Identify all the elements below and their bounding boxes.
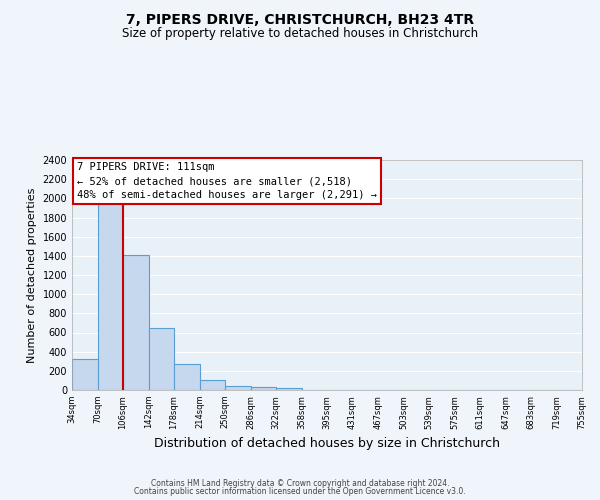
Bar xyxy=(174,364,199,390)
X-axis label: Distribution of detached houses by size in Christchurch: Distribution of detached houses by size … xyxy=(154,437,500,450)
Text: Contains HM Land Registry data © Crown copyright and database right 2024.: Contains HM Land Registry data © Crown c… xyxy=(151,478,449,488)
Text: Size of property relative to detached houses in Christchurch: Size of property relative to detached ho… xyxy=(122,28,478,40)
Bar xyxy=(97,200,123,390)
Text: 7 PIPERS DRIVE: 111sqm
← 52% of detached houses are smaller (2,518)
48% of semi-: 7 PIPERS DRIVE: 111sqm ← 52% of detached… xyxy=(77,162,377,200)
Bar xyxy=(251,387,276,390)
Text: Contains public sector information licensed under the Open Government Licence v3: Contains public sector information licen… xyxy=(134,487,466,496)
Bar xyxy=(123,255,149,390)
Bar xyxy=(149,328,174,390)
Y-axis label: Number of detached properties: Number of detached properties xyxy=(27,188,37,362)
Bar xyxy=(276,388,302,390)
Bar xyxy=(225,386,251,390)
Text: 7, PIPERS DRIVE, CHRISTCHURCH, BH23 4TR: 7, PIPERS DRIVE, CHRISTCHURCH, BH23 4TR xyxy=(126,12,474,26)
Bar xyxy=(72,359,97,390)
Bar xyxy=(199,380,225,390)
